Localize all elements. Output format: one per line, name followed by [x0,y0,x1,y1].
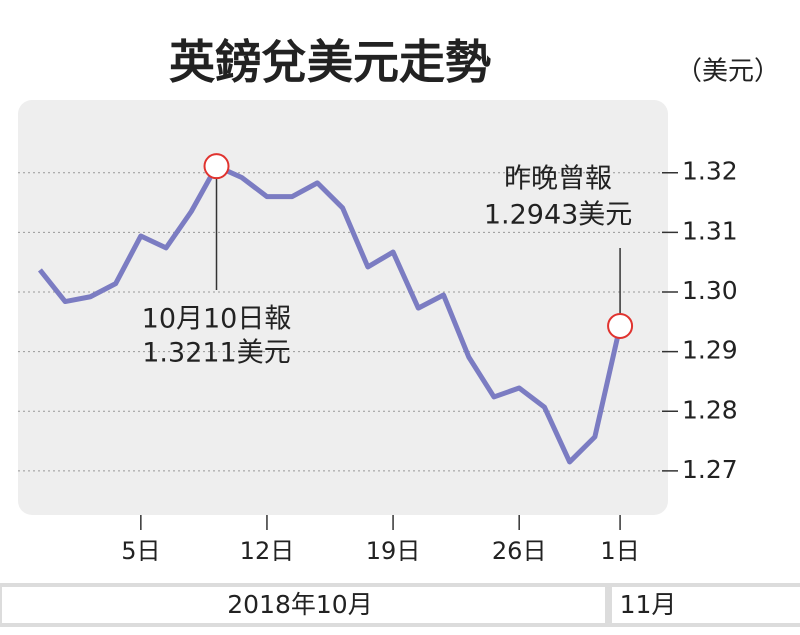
plot-area [18,100,668,515]
annotation-text: 1.2943美元 [484,200,632,231]
line-series [37,163,623,465]
period-label: 2018年10月 [227,590,372,619]
x-tick-label: 26日 [492,537,547,565]
y-tick-label: 1.28 [682,395,738,424]
chart-title: 英鎊兌美元走勢 [169,35,491,89]
y-tick-label: 1.29 [682,336,738,365]
x-tick-label: 5日 [121,537,160,565]
annotation-text: 昨晚曾報 [504,164,612,195]
x-tick-label: 12日 [240,537,295,565]
period-label: 11月 [620,590,677,619]
y-tick-label: 1.31 [682,216,738,245]
y-tick-label: 1.27 [682,455,738,484]
unit-label: （美元） [676,57,780,87]
annotation-text: 1.3211美元 [142,338,290,369]
annotation-text: 10月10日報 [142,304,292,335]
y-tick-label: 1.30 [682,276,738,305]
x-tick-label: 19日 [366,537,421,565]
highlight-marker [203,153,230,180]
highlight-marker [607,312,634,339]
period-cell [612,587,800,623]
period-cell [2,587,605,623]
y-tick-label: 1.32 [682,157,738,186]
x-tick-label: 1日 [600,537,639,565]
